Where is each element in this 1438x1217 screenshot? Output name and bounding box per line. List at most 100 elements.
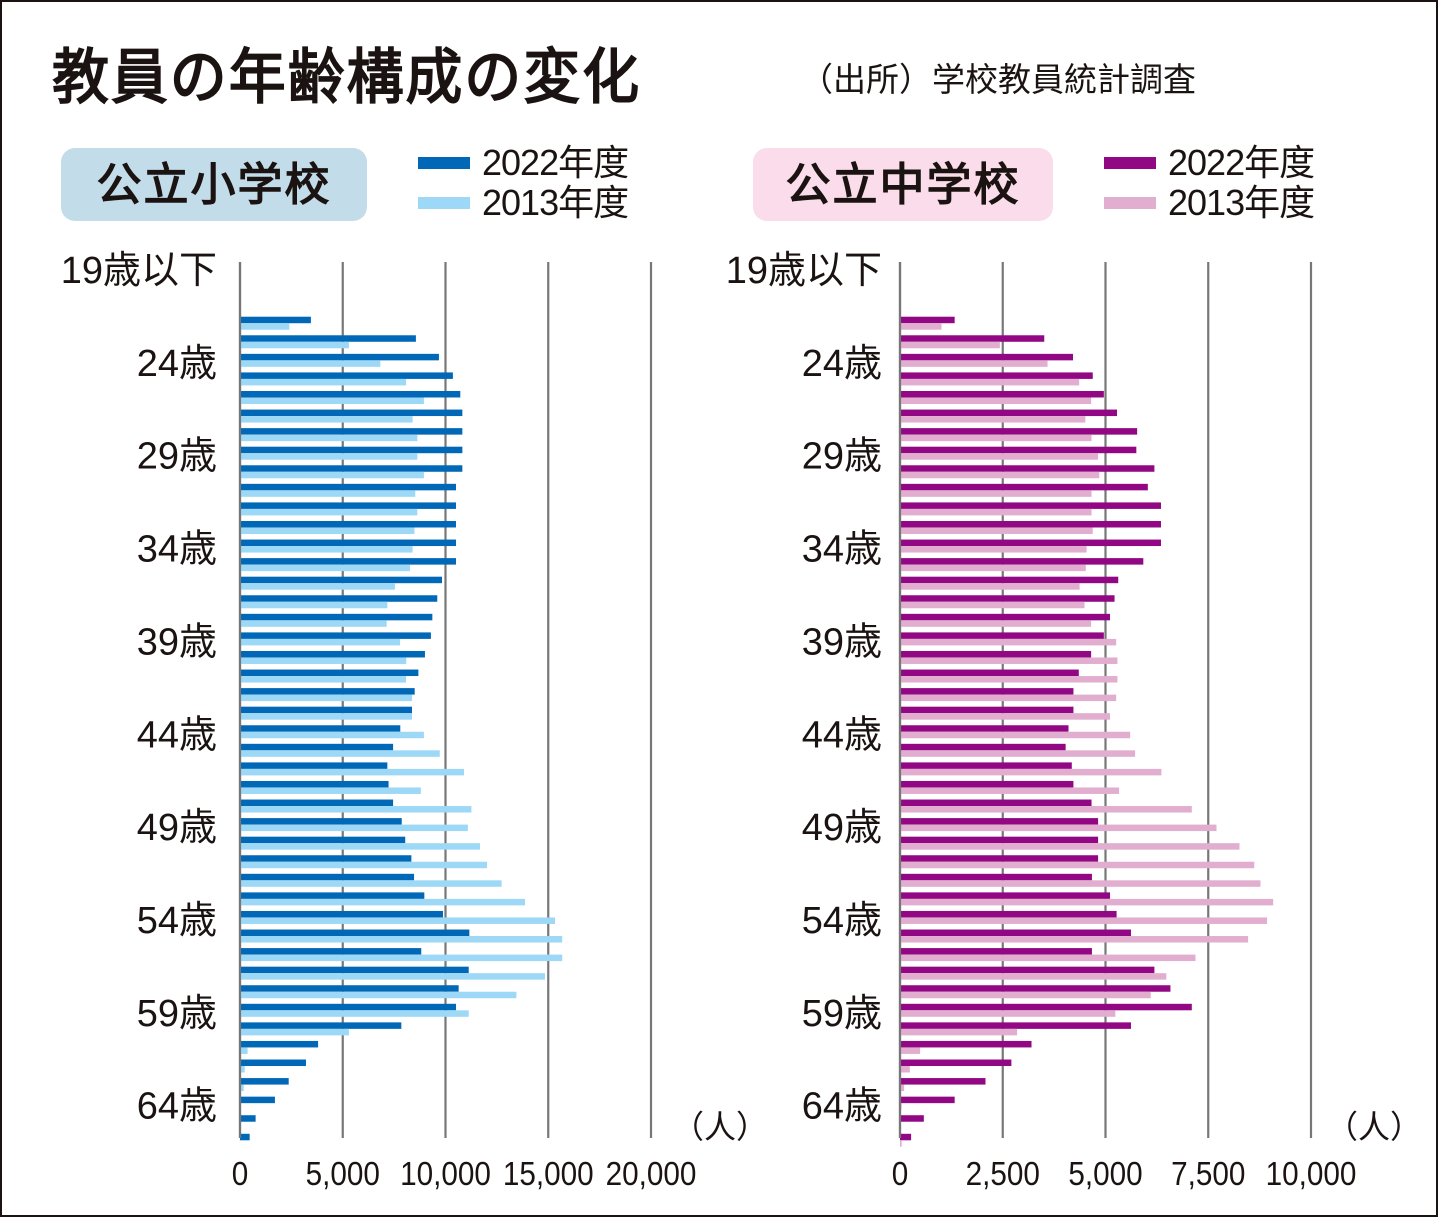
bar-elem-2013-age-27 [240,416,413,423]
bar-elem-2013-age-25 [240,378,407,386]
y-tick-label: 54歳 [137,900,217,942]
x-tick-label: 20,000 [606,1156,697,1193]
bar-mid-2022-age-24 [900,353,1074,361]
bar-mid-2022-age-44 [900,725,1069,732]
bar-elem-2022-age-49 [240,818,402,825]
bar-mid-2022-age-53 [900,892,1111,899]
bar-mid-2013-age-37 [900,601,1085,609]
y-tick-label: 64歳 [802,1086,882,1128]
legend-item-mid-2013: 2013年度 [1104,182,1315,223]
bar-mid-2013-age-48 [900,806,1192,813]
bar-elem-2013-age-41 [240,676,407,683]
x-tick-label: 0 [232,1156,249,1193]
bar-mid-2013-age-32 [900,508,1092,516]
bar-elem-2022-age-65 [240,1115,256,1122]
x-tick-label: 0 [892,1156,909,1193]
bar-mid-2013-age-58 [900,991,1151,999]
bar-elem-2022-age-48 [240,799,394,807]
bar-mid-2013-age-29 [900,453,1099,460]
bar-mid-2013-age-36 [900,583,1080,590]
bar-mid-2022-age-22 [900,316,955,324]
bar-elem-2022-age-53 [240,892,425,899]
bar-elem-2013-age-22 [240,323,290,330]
bar-elem-2013-age-30 [240,471,424,479]
legend-item-mid-2022: 2022年度 [1104,143,1315,183]
bar-mid-2013-age-66 [900,1140,902,1147]
bar-elem-2022-age-63 [240,1078,289,1085]
y-tick-label: 64歳 [137,1086,217,1128]
legend-label: 2013年度 [1168,182,1315,223]
bar-elem-2022-age-22 [240,316,311,324]
bar-mid-2022-age-26 [900,390,1104,398]
bar-mid-2022-age-43 [900,706,1074,714]
bar-elem-2013-age-56 [240,954,563,962]
legend-label: 2013年度 [482,182,629,223]
bar-mid-2013-age-43 [900,713,1111,720]
bar-mid-2013-age-35 [900,564,1086,572]
bar-elem-2022-age-51 [240,855,412,862]
bar-mid-2022-age-38 [900,613,1111,621]
bar-mid-2022-age-58 [900,985,1171,992]
bar-elem-2022-age-50 [240,836,406,844]
bar-elem-2013-age-29 [240,453,418,460]
bar-elem-2013-age-44 [240,731,424,739]
y-tick-label: 24歳 [137,343,217,385]
bar-mid-2013-age-44 [900,731,1131,739]
bar-mid-2013-age-39 [900,638,1117,646]
bar-elem-2013-age-49 [240,824,468,832]
bar-elem-2022-age-56 [240,948,422,955]
bar-mid-2013-age-38 [900,620,1092,627]
bar-elem-2013-age-34 [240,546,413,553]
bar-elem-2013-age-23 [240,341,349,349]
bar-mid-2022-age-35 [900,558,1144,565]
bar-mid-2013-age-54 [900,917,1268,924]
bar-mid-2022-age-51 [900,855,1099,862]
bar-mid-2022-age-27 [900,409,1118,417]
bar-elem-2013-age-42 [240,694,413,702]
unit-label: （人） [672,1109,768,1145]
x-tick-label: 10,000 [1266,1156,1357,1193]
bar-mid-2013-age-51 [900,861,1255,869]
bar-elem-2013-age-50 [240,843,481,850]
bar-elem-2022-age-57 [240,966,469,974]
x-tick-label: 15,000 [503,1156,594,1193]
bar-elem-2013-age-45 [240,750,440,757]
bar-mid-2013-age-63 [900,1084,905,1092]
middle-school-chart: 0 2,500 5,000 7,500 10,000 （人） 19歳以下 24歳 29歳 34歳 3… [726,250,1422,1192]
bar-elem-2022-age-54 [240,910,444,918]
bar-mid-2013-age-31 [900,490,1092,497]
bar-mid-2022-age-42 [900,688,1074,695]
bar-elem-2022-age-52 [240,873,415,881]
bar-elem-2022-age-28 [240,428,463,435]
bar-elem-2013-age-59 [240,1010,469,1017]
bar-mid-2022-age-32 [900,502,1161,509]
bar-mid-2022-age-40 [900,650,1092,658]
bar-mid-2013-age-49 [900,824,1217,832]
bar-mid-2022-age-60 [900,1022,1131,1029]
bar-mid-2022-age-55 [900,929,1131,937]
y-tick-label: 39歳 [802,621,882,663]
bar-mid-2013-age-22 [900,323,942,330]
y-tick-label: 59歳 [802,993,882,1035]
bar-mid-2013-age-41 [900,676,1118,683]
bar-elem-2022-age-40 [240,650,425,658]
bar-elem-2013-age-63 [240,1084,244,1092]
bar-mid-2022-age-62 [900,1059,1012,1067]
bar-mid-2013-age-62 [900,1066,910,1073]
bar-mid-2022-age-59 [900,1003,1192,1011]
bar-mid-2013-age-24 [900,360,1048,367]
bar-elem-2022-age-44 [240,725,401,732]
x-tick-label: 7,500 [1171,1156,1245,1193]
bar-elem-2013-age-26 [240,397,424,404]
bar-elem-2013-age-32 [240,508,418,516]
bar-mid-2022-age-39 [900,632,1104,639]
y-tick-label: 19歳以下 [61,250,217,292]
bar-elem-2022-age-47 [240,780,389,788]
bar-elem-2022-age-23 [240,335,416,342]
legend-swatch-icon [418,197,470,209]
x-tick-label: 5,000 [306,1156,380,1193]
y-tick-label: 29歳 [802,436,882,478]
elementary-school-label: 公立小学校 [61,148,367,221]
y-tick-label: 34歳 [802,529,882,571]
